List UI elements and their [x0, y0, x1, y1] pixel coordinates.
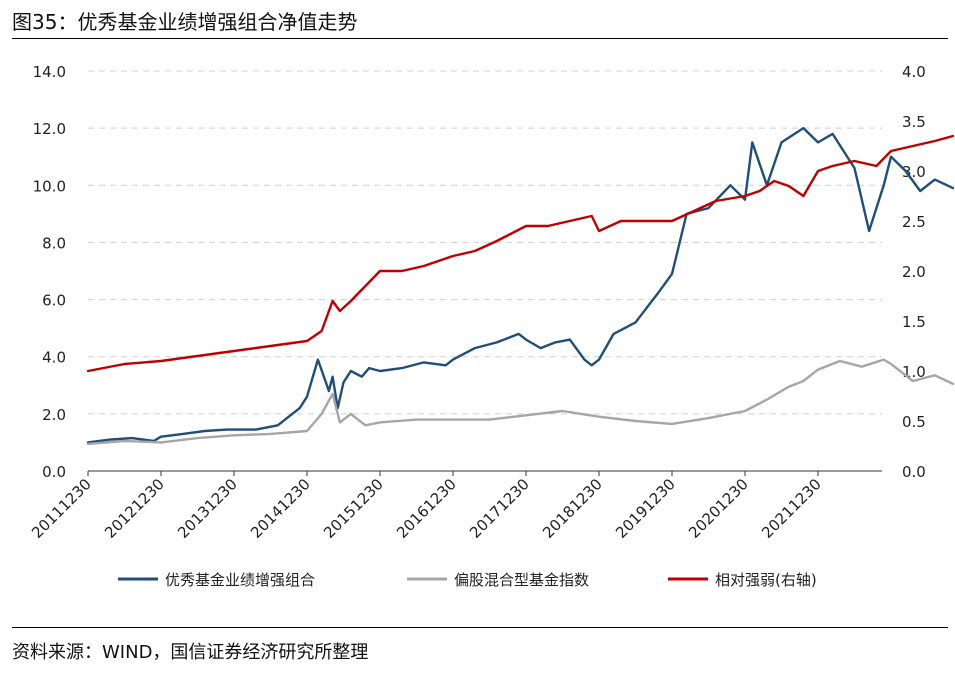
- top-rule: [12, 38, 948, 39]
- left-tick-label: 10.0: [33, 177, 66, 195]
- legend-label-3: 相对强弱(右轴): [715, 571, 817, 589]
- x-tick-label: 20171230: [466, 475, 533, 542]
- series-line-1: [86, 126, 955, 444]
- x-tick-label: 20111230: [28, 475, 95, 542]
- series-line-2: [86, 358, 955, 446]
- bottom-rule: [12, 627, 948, 628]
- x-tick-label: 20141230: [247, 475, 314, 542]
- left-tick-label: 6.0: [42, 292, 66, 310]
- legend-label-1: 优秀基金业绩增强组合: [165, 571, 315, 589]
- right-tick-label: 0.5: [902, 413, 926, 431]
- series-line-3: [86, 134, 955, 373]
- right-tick-label: 2.0: [902, 263, 926, 281]
- x-tick-label: 20161230: [393, 475, 460, 542]
- left-tick-label: 8.0: [42, 234, 66, 252]
- x-tick-label: 20191230: [612, 475, 679, 542]
- left-tick-label: 4.0: [42, 349, 66, 367]
- right-tick-label: 3.5: [902, 113, 926, 131]
- right-tick-label: 2.5: [902, 213, 926, 231]
- left-tick-label: 0.0: [42, 463, 66, 481]
- right-tick-label: 1.5: [902, 313, 926, 331]
- right-tick-label: 4.0: [902, 63, 926, 81]
- legend-label-2: 偏股混合型基金指数: [454, 571, 589, 589]
- x-tick-label: 20121230: [101, 475, 168, 542]
- left-tick-label: 14.0: [33, 63, 66, 81]
- x-tick-label: 20151230: [320, 475, 387, 542]
- x-tick-label: 20201230: [685, 475, 752, 542]
- x-tick-label: 20181230: [539, 475, 606, 542]
- x-tick-label: 20131230: [174, 475, 241, 542]
- x-tick-label: 20211230: [758, 475, 825, 542]
- left-tick-label: 12.0: [33, 120, 66, 138]
- right-tick-label: 0.0: [902, 463, 926, 481]
- source-note: 资料来源：WIND，国信证券经济研究所整理: [12, 642, 369, 663]
- left-tick-label: 2.0: [42, 406, 66, 424]
- right-tick-label: 3.0: [902, 163, 926, 181]
- chart-title: 图35：优秀基金业绩增强组合净值走势: [12, 10, 358, 34]
